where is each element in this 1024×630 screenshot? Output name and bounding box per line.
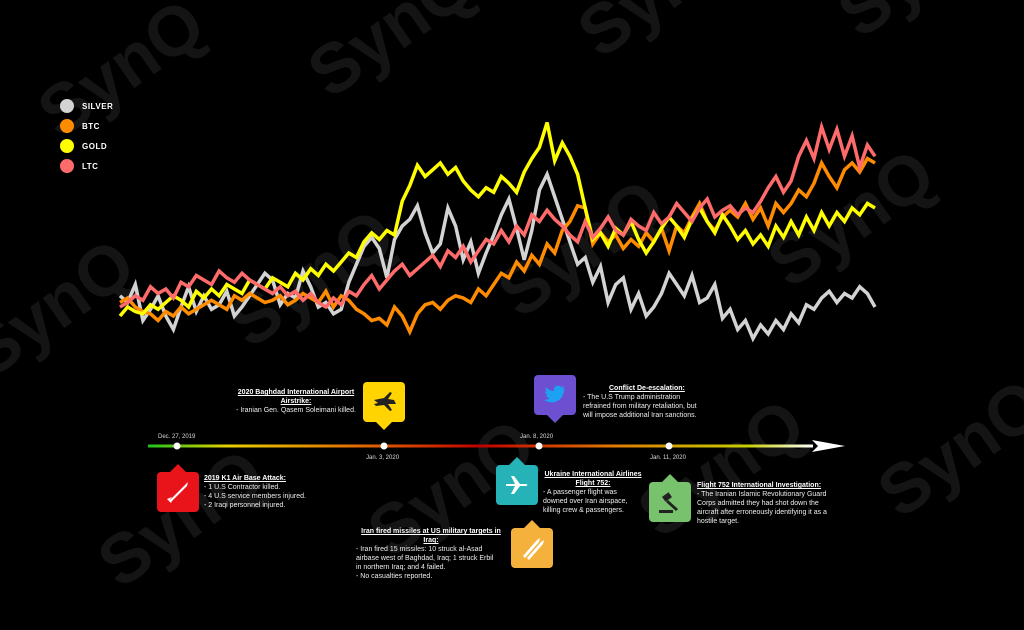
k1-event-title: 2019 K1 Air Base Attack: — [204, 475, 286, 482]
date-label-dec27: Dec. 27, 2019 — [158, 434, 196, 440]
legend-swatch-ltc — [60, 159, 74, 173]
investigation-event-text: Flight 752 International Investigation: … — [697, 481, 857, 526]
ukraine-pointer — [509, 457, 525, 465]
legend-item-gold[interactable]: GOLD — [60, 136, 113, 156]
legend-label-btc: BTC — [82, 121, 100, 131]
missiles-icon — [523, 538, 544, 560]
timeline-dot-jan3 — [380, 442, 388, 450]
baghdad-pointer — [376, 422, 392, 430]
series-line-silver — [118, 169, 877, 343]
k1-event-badge[interactable] — [157, 464, 199, 512]
missiles-event-line-3: in northern Iraq; and 4 failed. — [356, 564, 446, 571]
deescalation-event-line-1: - The U.S Trump administration — [583, 394, 681, 401]
legend-label-silver: SILVER — [82, 101, 114, 111]
ukraine-event-title: Ukraine International Airlines Flight 75… — [544, 471, 642, 487]
series-layer — [118, 120, 877, 343]
twitter-bird-icon — [544, 385, 565, 403]
legend-item-btc[interactable]: BTC — [60, 116, 113, 136]
airplane-icon — [506, 476, 528, 494]
deescalation-event-line-3: will impose additional Iran sanctions. — [583, 412, 697, 419]
missiles-event-line-4: - No casualties reported. — [356, 573, 433, 580]
fighter-jet-icon — [374, 392, 396, 411]
investigation-pointer — [662, 474, 678, 482]
investigation-event-title: Flight 752 International Investigation: — [697, 482, 822, 489]
investigation-event-line-1: - The Iranian Islamic Revolutionary Guar… — [697, 491, 827, 498]
investigation-event-line-4: hostile target. — [697, 518, 740, 525]
watermark-text: SynQ — [754, 134, 949, 303]
deescalation-event-title: Conflict De-escalation: — [609, 385, 685, 392]
timeline — [148, 440, 845, 452]
date-label-jan3: Jan. 3, 2020 — [366, 455, 400, 461]
watermark-text: SynQ — [824, 0, 1019, 52]
watermark-text: SynQ — [214, 194, 409, 363]
baghdad-event-line-1: - Iranian Gen. Qasem Soleimani killed. — [236, 407, 356, 414]
gavel-icon — [659, 492, 678, 513]
missiles-pointer — [524, 520, 540, 528]
timeline-dot-dec27 — [173, 442, 181, 450]
deescalation-event-line-2: refrained from military retaliation, but — [583, 403, 697, 410]
k1-event-line-3: - 2 Iraqi personnel injured. — [204, 502, 286, 509]
baghdad-event-badge[interactable] — [363, 382, 405, 430]
k1-pointer — [170, 464, 186, 472]
ukraine-event-line-1: - A passenger flight was — [543, 489, 617, 496]
legend-swatch-btc — [60, 119, 74, 133]
timeline-dot-jan8 — [535, 442, 543, 450]
ukraine-event-line-3: killing crew & passengers. — [543, 507, 624, 514]
investigation-event-badge[interactable] — [649, 474, 691, 522]
deescalation-pointer — [547, 415, 563, 423]
watermark-text: SynQ — [24, 0, 219, 152]
legend: SILVER BTC GOLD LTC — [60, 96, 113, 176]
missiles-event-title: Iran fired missiles at US military targe… — [361, 528, 501, 544]
legend-swatch-silver — [60, 99, 74, 113]
timeline-dot-jan11 — [665, 442, 673, 450]
missiles-event-badge[interactable] — [511, 520, 553, 568]
ukraine-event-line-2: downed over Iran airspace, — [543, 498, 628, 505]
investigation-event-line-3: aircraft after erroneously identifying i… — [697, 509, 827, 516]
timeline-bar — [148, 444, 813, 448]
timeline-arrow — [812, 440, 845, 452]
deescalation-event-text: Conflict De-escalation: - The U.S Trump … — [583, 384, 733, 420]
missiles-event-line-1: - Iran fired 15 missiles: 10 struck al-A… — [356, 546, 483, 553]
legend-item-ltc[interactable]: LTC — [60, 156, 113, 176]
missile-icon — [167, 482, 188, 503]
k1-event-line-2: - 4 U.S service members injured. — [204, 493, 306, 500]
watermark-text: SynQ — [294, 0, 489, 112]
watermark-text: SynQ — [864, 364, 1024, 533]
series-line-gold — [118, 121, 876, 318]
missiles-event-text: Iran fired missiles at US military targe… — [356, 527, 506, 581]
legend-item-silver[interactable]: SILVER — [60, 96, 113, 116]
date-label-jan8: Jan. 8, 2020 — [520, 434, 554, 440]
legend-label-gold: GOLD — [82, 141, 108, 151]
watermark-text: SynQ — [84, 434, 279, 603]
investigation-event-line-2: Corps admitted they had shot down the — [697, 500, 819, 507]
deescalation-event-badge[interactable] — [534, 375, 576, 423]
missiles-event-line-2: airbase west of Baghdad, Iraq; 1 struck … — [356, 555, 494, 562]
baghdad-event-title: 2020 Baghdad International Airport Airst… — [237, 389, 355, 405]
date-label-jan11: Jan. 11, 2020 — [650, 455, 686, 461]
ukraine-event-badge[interactable] — [496, 457, 538, 505]
k1-event-text: 2019 K1 Air Base Attack: - 1 U.S Contrac… — [204, 474, 344, 510]
legend-label-ltc: LTC — [82, 161, 99, 171]
ukraine-event-text: Ukraine International Airlines Flight 75… — [543, 470, 643, 515]
legend-swatch-gold — [60, 139, 74, 153]
k1-event-line-1: - 1 U.S Contractor killed. — [204, 484, 281, 491]
baghdad-event-text: 2020 Baghdad International Airport Airst… — [226, 388, 366, 415]
watermark-text: SynQ — [564, 0, 759, 72]
series-line-ltc — [119, 120, 877, 310]
